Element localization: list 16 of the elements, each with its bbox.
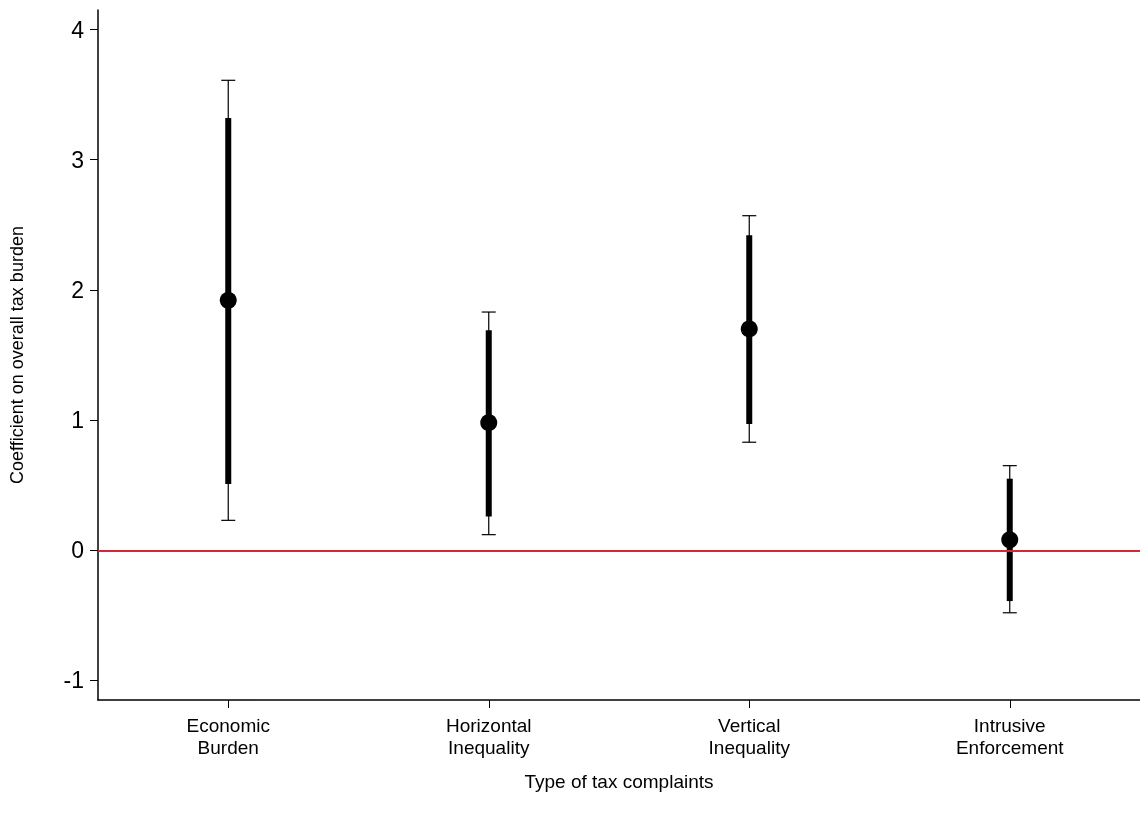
y-tick-label: 3 — [71, 146, 84, 173]
x-tick-label: Economic Burden — [186, 714, 270, 758]
point — [1001, 531, 1019, 549]
y-tick-label: 0 — [71, 537, 84, 564]
y-tick-label: -1 — [63, 667, 84, 694]
x-tick-label: Horizontal Inequality — [445, 714, 532, 758]
y-axis-title: Coefficient on overall tax burden — [7, 226, 27, 484]
point — [480, 414, 498, 432]
y-tick-label: 1 — [71, 407, 84, 434]
point — [740, 320, 758, 338]
x-axis-title: Type of tax complaints — [524, 771, 714, 792]
y-tick-label: 2 — [71, 276, 84, 303]
x-tick-label: Intrusive Enforcement — [955, 714, 1065, 758]
y-tick-label: 4 — [71, 16, 85, 43]
point — [219, 291, 237, 309]
x-tick-label: Vertical Inequality — [708, 714, 791, 758]
